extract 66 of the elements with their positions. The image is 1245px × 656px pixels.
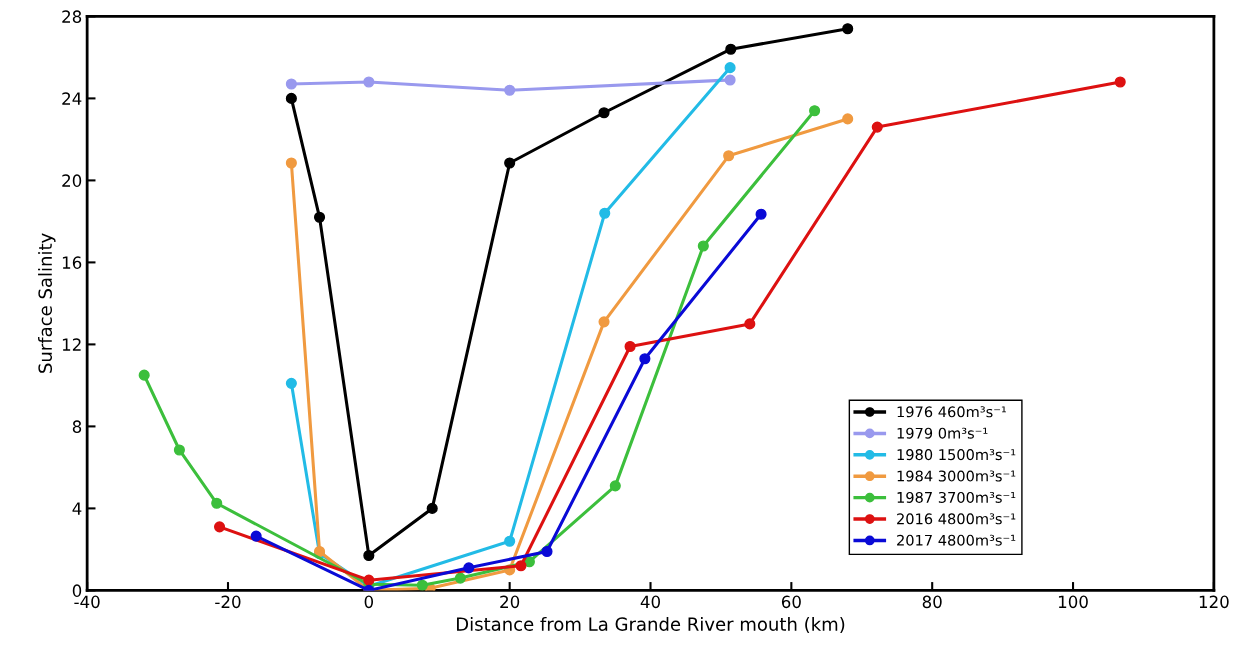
point bbox=[454, 572, 466, 584]
point bbox=[285, 92, 297, 104]
point bbox=[250, 530, 262, 542]
point bbox=[211, 497, 223, 509]
x-tick-label: 20 bbox=[500, 595, 520, 609]
point bbox=[871, 121, 883, 133]
point bbox=[842, 23, 854, 35]
y-tick-label: 4 bbox=[72, 502, 82, 515]
point bbox=[541, 545, 553, 558]
point bbox=[624, 340, 636, 353]
y-tick-label: 16 bbox=[62, 256, 82, 269]
point bbox=[285, 157, 297, 169]
x-tick-label: 60 bbox=[781, 595, 801, 609]
point bbox=[285, 78, 297, 90]
legend-label: 1984 3000m³s⁻¹ bbox=[897, 470, 1016, 482]
point bbox=[504, 84, 516, 96]
legend-label: 1987 3700m³s⁻¹ bbox=[897, 491, 1016, 503]
point bbox=[697, 240, 709, 252]
point bbox=[755, 208, 767, 220]
x-tick-label: 40 bbox=[640, 595, 661, 609]
point bbox=[515, 560, 527, 572]
y-tick-label: 12 bbox=[62, 338, 81, 351]
legend-label: 1979 0m³s⁻¹ bbox=[897, 427, 988, 439]
legend-label: 2016 4800m³s⁻¹ bbox=[897, 513, 1016, 525]
point bbox=[598, 316, 610, 328]
point bbox=[463, 562, 475, 574]
y-tick-label: 20 bbox=[62, 174, 82, 187]
y-tick-label: 28 bbox=[62, 10, 82, 23]
x-tick-label: 100 bbox=[1058, 595, 1088, 609]
legend-label: 2017 4800m³s⁻¹ bbox=[897, 534, 1016, 546]
point bbox=[213, 521, 226, 533]
point bbox=[363, 574, 375, 586]
point bbox=[138, 369, 150, 381]
point bbox=[504, 535, 516, 547]
x-tick-label: 80 bbox=[922, 595, 942, 609]
point bbox=[285, 377, 297, 389]
legend-label: 1980 1500m³s⁻¹ bbox=[897, 449, 1016, 461]
point bbox=[724, 74, 736, 86]
point bbox=[173, 444, 185, 456]
y-axis-title: Surface Salinity bbox=[38, 233, 56, 373]
point bbox=[598, 107, 610, 119]
point bbox=[416, 579, 428, 591]
x-tick-label: -20 bbox=[215, 595, 241, 609]
point bbox=[723, 150, 735, 162]
point bbox=[744, 318, 756, 330]
legend-label: 1976 460m³s⁻¹ bbox=[897, 406, 1006, 418]
point bbox=[313, 211, 326, 223]
y-tick-label: 24 bbox=[62, 92, 82, 105]
x-tick-label: 120 bbox=[1199, 595, 1229, 609]
point bbox=[842, 113, 854, 125]
point bbox=[363, 76, 375, 88]
point bbox=[725, 43, 737, 55]
y-tick-label: 8 bbox=[72, 420, 82, 433]
x-axis-title: Distance from La Grande River mouth (km) bbox=[457, 616, 845, 634]
point bbox=[599, 207, 611, 219]
x-tick-label: -40 bbox=[74, 595, 100, 609]
point bbox=[609, 480, 621, 492]
point bbox=[724, 62, 736, 74]
point bbox=[363, 549, 375, 562]
point bbox=[504, 157, 516, 169]
y-tick-label: 0 bbox=[72, 584, 82, 597]
point bbox=[1114, 76, 1126, 88]
point bbox=[639, 353, 651, 365]
point bbox=[426, 502, 438, 514]
point bbox=[809, 105, 821, 117]
x-tick-label: 0 bbox=[364, 595, 374, 609]
